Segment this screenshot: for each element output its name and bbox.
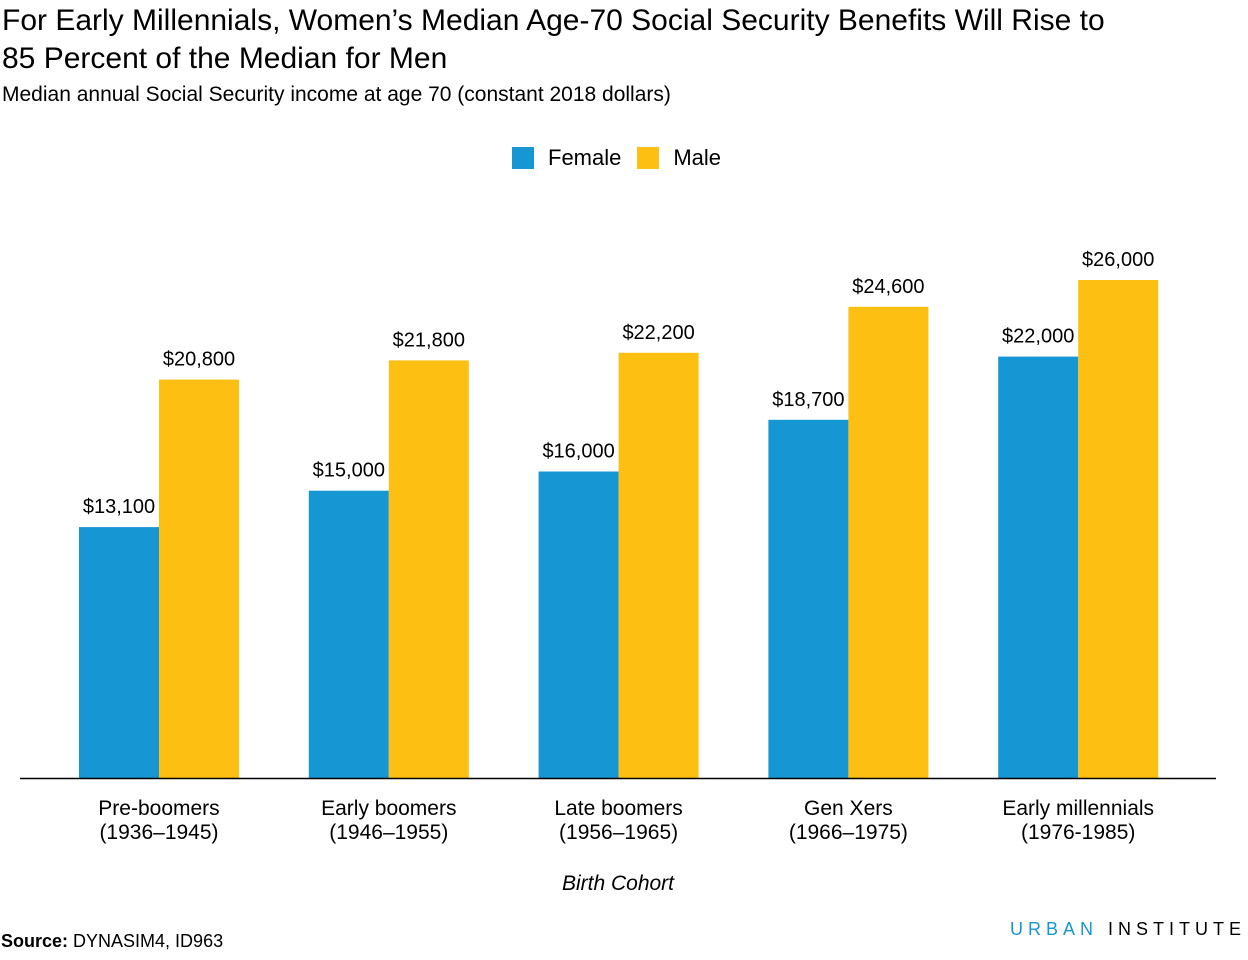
bar-male-0 bbox=[159, 379, 239, 778]
bar-male-1 bbox=[388, 360, 469, 778]
legend-item-female: Female bbox=[512, 144, 621, 172]
bar-male-2 bbox=[618, 352, 699, 778]
data-label-male-0: $20,800 bbox=[163, 349, 235, 371]
data-label-female-2: $16,000 bbox=[542, 441, 614, 463]
bar-female-1 bbox=[308, 490, 389, 778]
brand-urban: URBAN bbox=[1009, 919, 1098, 939]
category-label-1-line-1: (1946–1955) bbox=[329, 821, 449, 844]
legend-label-male: Male bbox=[673, 145, 722, 170]
category-label-3: Gen Xers (1966–1975) bbox=[748, 797, 948, 845]
data-label-male-1: $21,800 bbox=[393, 329, 465, 351]
category-label-0-line-1: (1936–1945) bbox=[99, 821, 219, 844]
legend-swatch-male bbox=[637, 147, 660, 169]
x-axis-title: Birth Cohort bbox=[561, 872, 675, 895]
legend: Female Male bbox=[512, 144, 737, 172]
bar-female-4 bbox=[998, 356, 1079, 778]
chart-subtitle: Median annual Social Security income at … bbox=[2, 83, 671, 106]
bar-female-0 bbox=[79, 527, 159, 778]
category-label-1: Early boomers (1946–1955) bbox=[289, 797, 489, 845]
category-label-2-line-0: Late boomers bbox=[554, 797, 683, 820]
data-label-female-1: $15,000 bbox=[313, 460, 385, 482]
bar-female-3 bbox=[768, 419, 849, 778]
data-label-male-4: $26,000 bbox=[1082, 249, 1154, 271]
source-text: DYNASIM4, ID963 bbox=[68, 931, 224, 951]
brand-institute: INSTITUTE bbox=[1108, 919, 1246, 939]
category-label-0-line-0: Pre-boomers bbox=[98, 797, 220, 820]
urban-institute-logo: URBAN INSTITUTE bbox=[1010, 919, 1246, 940]
category-label-4: Early millennials (1976-1985) bbox=[978, 797, 1178, 845]
source-note: Source: DYNASIM4, ID963 bbox=[1, 931, 223, 952]
category-label-2: Late boomers (1956–1965) bbox=[519, 797, 719, 845]
data-label-female-0: $13,100 bbox=[83, 496, 155, 518]
chart-title-line-1: For Early Millennials, Women’s Median Ag… bbox=[2, 4, 1105, 37]
category-label-2-line-1: (1956–1965) bbox=[559, 821, 679, 844]
category-label-1-line-0: Early boomers bbox=[321, 797, 457, 820]
data-label-female-3: $18,700 bbox=[772, 389, 844, 411]
legend-item-male: Male bbox=[637, 144, 721, 172]
source-label: Source: bbox=[1, 931, 69, 951]
data-label-male-2: $22,200 bbox=[622, 322, 694, 344]
chart-title: For Early Millennials, Women’s Median Ag… bbox=[2, 2, 1202, 78]
category-label-0: Pre-boomers (1936–1945) bbox=[59, 797, 259, 845]
bar-male-4 bbox=[1078, 280, 1159, 778]
chart-title-line-2: 85 Percent of the Median for Men bbox=[2, 42, 448, 75]
bar-female-2 bbox=[538, 471, 619, 778]
data-label-female-4: $22,000 bbox=[1002, 326, 1074, 348]
legend-label-female: Female bbox=[548, 145, 622, 170]
category-label-3-line-0: Gen Xers bbox=[804, 797, 893, 820]
category-label-4-line-0: Early millennials bbox=[1002, 797, 1155, 820]
category-label-4-line-1: (1976-1985) bbox=[1020, 821, 1136, 844]
category-label-3-line-1: (1966–1975) bbox=[788, 821, 908, 844]
bar-male-3 bbox=[848, 306, 929, 778]
data-label-male-3: $24,600 bbox=[852, 276, 924, 298]
legend-swatch-female bbox=[512, 147, 534, 169]
